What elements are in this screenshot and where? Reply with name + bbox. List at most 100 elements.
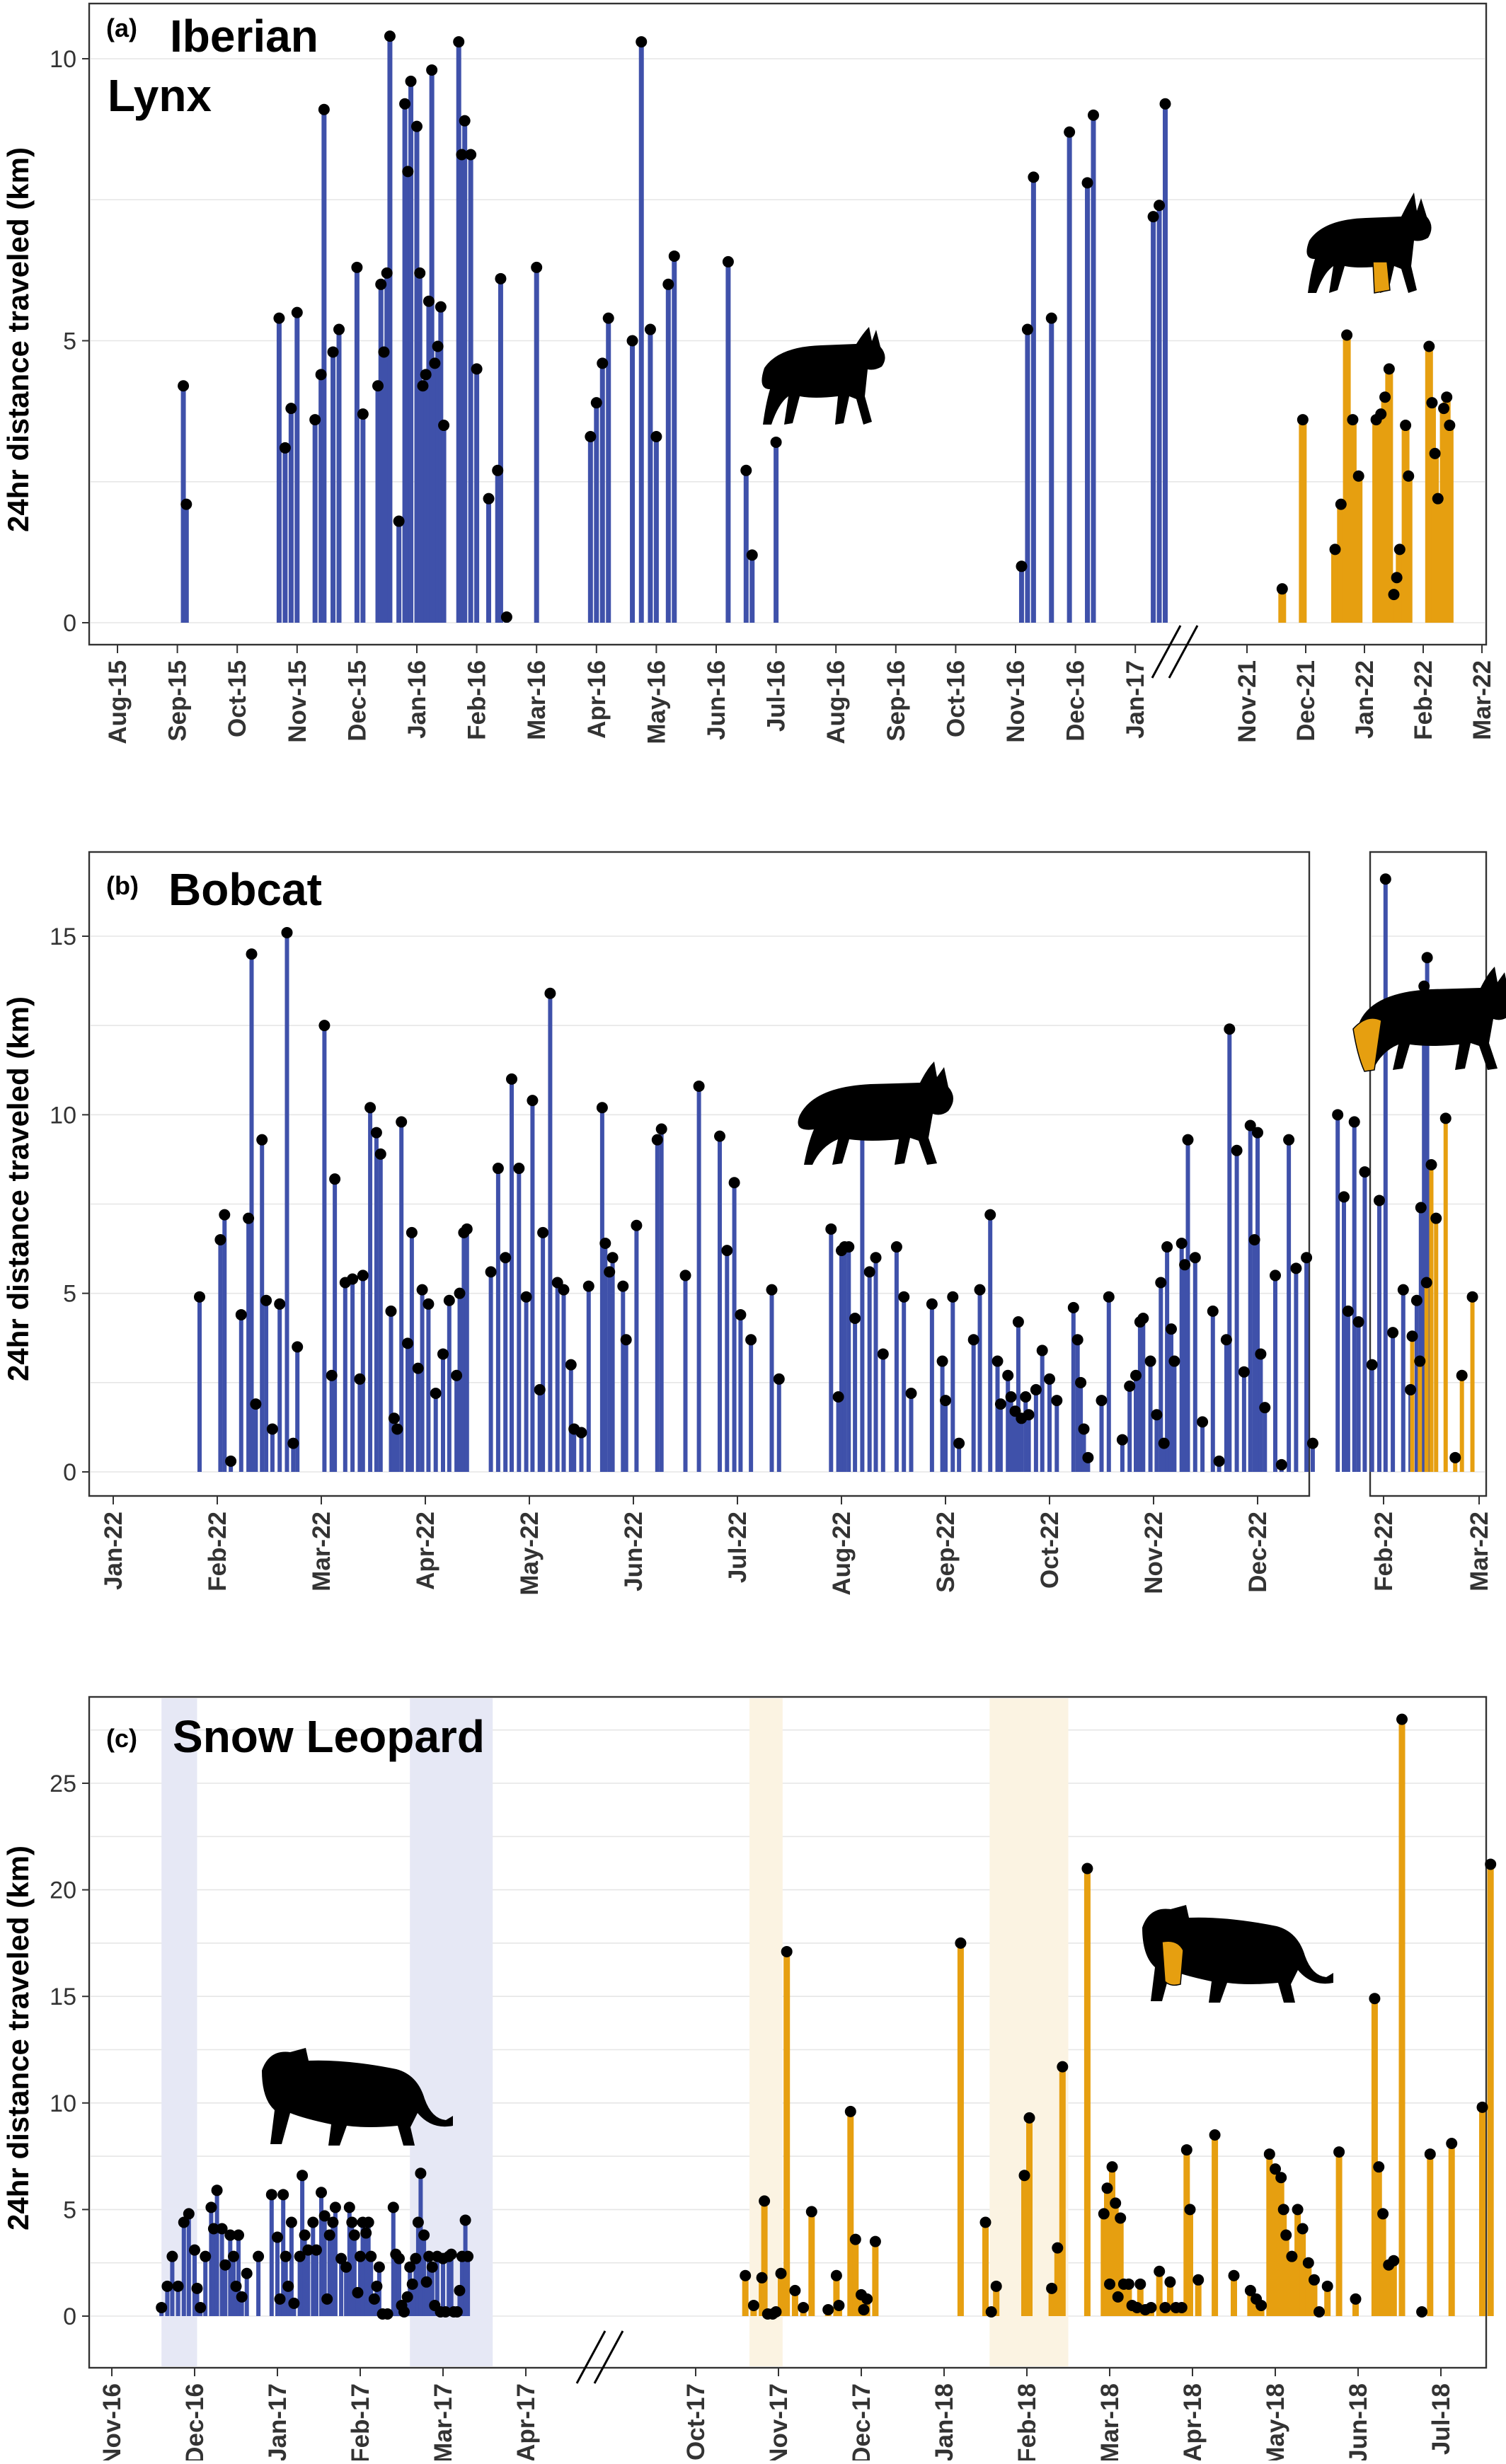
data-point: [537, 1226, 549, 1238]
data-point: [1252, 1127, 1263, 1139]
data-point: [1410, 1294, 1422, 1306]
y-tick-label: 10: [50, 46, 76, 73]
bar: [1231, 2275, 1237, 2316]
data-point: [861, 2293, 873, 2305]
data-point: [347, 1273, 359, 1285]
data-point: [1124, 1380, 1136, 1392]
data-point: [1426, 397, 1438, 409]
data-point: [1369, 1993, 1381, 2005]
data-point: [1155, 1277, 1167, 1289]
data-point: [590, 397, 602, 409]
x-tick-label: Dec-16: [1062, 660, 1090, 742]
data-point: [1228, 2269, 1240, 2281]
panel-c-axis-break: [575, 2330, 624, 2384]
x-tick-label: Sep-15: [164, 660, 192, 742]
bar: [1345, 1311, 1350, 1472]
bar: [376, 2267, 381, 2316]
data-point: [1396, 1713, 1408, 1725]
data-point: [406, 1226, 418, 1238]
data-point: [191, 2282, 203, 2294]
bar: [586, 1286, 591, 1472]
data-point: [798, 2301, 810, 2313]
data-point: [156, 2301, 168, 2313]
bar: [1379, 2213, 1386, 2316]
data-point: [343, 2201, 355, 2213]
bar: [1154, 1415, 1159, 1472]
data-point: [1297, 414, 1309, 426]
bar: [1404, 476, 1413, 623]
data-point: [285, 2216, 297, 2228]
bar: [1255, 1132, 1260, 1472]
data-point: [340, 2261, 352, 2273]
data-point: [1147, 211, 1159, 223]
y-tick-label: 10: [50, 1102, 76, 1129]
y-tick-label: 5: [63, 1281, 76, 1308]
bar: [369, 2256, 374, 2316]
data-point: [189, 2244, 200, 2256]
data-point: [1314, 2305, 1326, 2318]
lynx-collared-silhouette-icon: [1306, 192, 1432, 294]
bar: [311, 2222, 316, 2316]
data-point: [890, 1241, 902, 1253]
bar: [1151, 217, 1156, 623]
data-point: [1098, 2208, 1110, 2220]
bar: [1085, 183, 1091, 623]
data-point: [602, 312, 614, 324]
bar: [1047, 1378, 1052, 1472]
data-point: [1275, 1458, 1287, 1470]
data-point: [905, 1387, 917, 1399]
data-point: [274, 1298, 286, 1310]
x-tick-label: Nov-17: [765, 2383, 793, 2460]
bar: [422, 2235, 427, 2316]
x-tick-label: Sep-22: [932, 1512, 960, 1593]
data-point: [381, 2308, 393, 2320]
bar: [289, 2222, 294, 2316]
bar: [391, 2207, 396, 2316]
data-point: [166, 2250, 178, 2262]
bar: [415, 1368, 420, 1472]
data-point: [947, 1291, 959, 1303]
data-point: [485, 1266, 497, 1278]
data-point: [849, 1312, 861, 1324]
bar: [456, 42, 461, 623]
bar: [1026, 2117, 1033, 2316]
x-tick-label: Jan-17: [1122, 660, 1149, 739]
x-tick-label: Aug-22: [828, 1512, 856, 1596]
data-point: [534, 1383, 546, 1395]
bar: [1356, 1322, 1361, 1472]
bar: [1127, 1386, 1132, 1472]
bar: [1429, 1164, 1434, 1472]
bar: [1272, 1275, 1277, 1472]
bar: [534, 267, 539, 623]
bar: [1103, 2188, 1110, 2316]
bar: [1049, 318, 1054, 623]
bar: [537, 1389, 542, 1472]
data-point: [1052, 2242, 1064, 2254]
data-point: [1415, 1202, 1427, 1214]
bar: [1445, 425, 1454, 623]
y-tick-label: 0: [63, 610, 76, 637]
bar: [867, 1272, 872, 1472]
data-point: [272, 2231, 283, 2243]
bar: [1434, 498, 1442, 623]
data-point: [451, 1369, 463, 1381]
x-tick-label: May-16: [643, 660, 670, 744]
bar: [350, 1279, 355, 1472]
bar: [1331, 549, 1339, 623]
data-point: [877, 1348, 889, 1360]
data-point: [299, 2229, 311, 2241]
bar: [1304, 1257, 1309, 1472]
bar: [909, 1393, 914, 1472]
bar: [971, 1340, 976, 1472]
data-point: [1302, 2257, 1314, 2269]
bar: [1337, 504, 1345, 623]
data-point: [1176, 1238, 1188, 1250]
bar: [743, 470, 749, 623]
data-point: [833, 2299, 845, 2311]
bar: [277, 1303, 282, 1472]
x-tick-label: Apr-22: [412, 1512, 439, 1590]
bar: [1013, 1411, 1018, 1472]
data-point: [582, 1280, 594, 1292]
x-tick-label: Dec-16: [181, 2383, 209, 2460]
panel-b-title: Bobcat: [168, 864, 322, 915]
